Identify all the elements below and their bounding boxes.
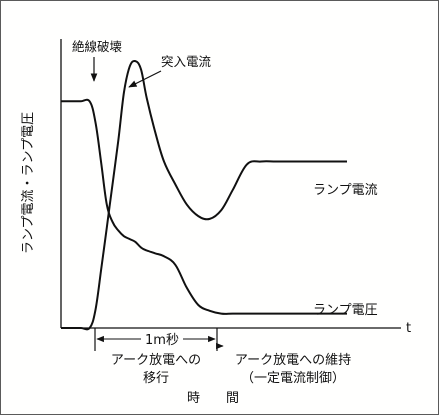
phase-1-line1: アーク放電への xyxy=(111,353,201,368)
series-line-voltage xyxy=(61,98,347,315)
phase-2-line2: （一定電流制御） xyxy=(241,371,345,386)
series-label-voltage: ランプ電圧 xyxy=(313,303,378,318)
annotation-label-inrush: 突入電流 xyxy=(161,54,212,69)
series-line-current xyxy=(61,59,347,331)
series-label-current: ランプ電流 xyxy=(313,183,378,198)
annotation-label-breakdown: 絶線破壊 xyxy=(72,39,123,54)
phase-1-line2: 移行 xyxy=(143,371,169,386)
span-label: 1m秒 xyxy=(145,333,179,348)
x-axis-label: 時 間 xyxy=(187,391,239,406)
annotation-arrow-inrush xyxy=(128,70,162,88)
y-axis-label: ランプ電流・ランプ電圧 xyxy=(21,112,36,254)
phase-2-line1: アーク放電への維持 xyxy=(235,353,351,368)
x-axis-end-label: t xyxy=(406,321,411,336)
